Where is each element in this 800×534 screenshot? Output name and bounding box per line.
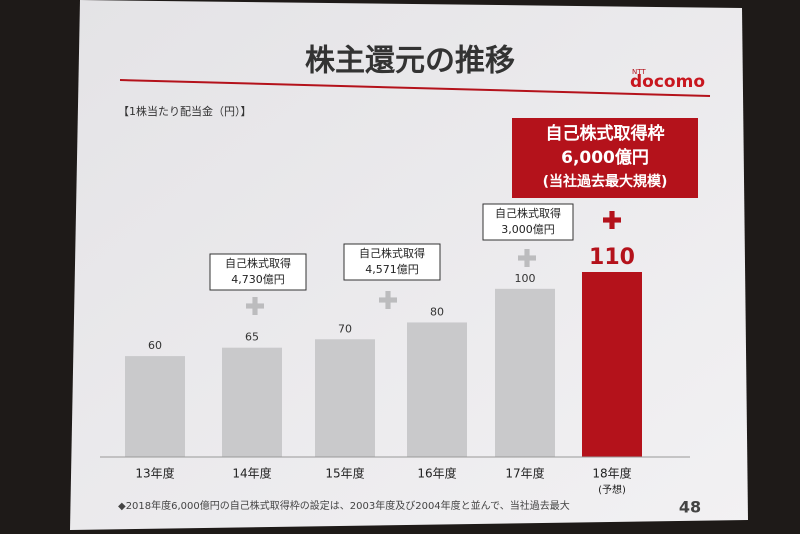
highlight-text: (当社過去最大規模) [543,173,668,190]
plus-sign [385,291,391,309]
title-rule [119,79,711,97]
annotation-text: 自己株式取得 [225,256,291,270]
x-tick-sublabel: (予想) [598,483,626,496]
value-label: 65 [245,331,259,344]
x-tick-label: 17年度 [505,466,544,481]
value-label: 70 [338,322,352,335]
annotation-text: 自己株式取得 [495,206,561,220]
x-tick-label: 14年度 [232,466,271,481]
bar [315,339,375,457]
x-tick-label: 16年度 [417,466,456,481]
value-label: 60 [148,339,162,352]
highlight-box [512,118,698,198]
logo: docomo [630,72,705,92]
annotation-box [209,253,307,291]
bar [222,347,282,457]
unit-label: 【1株当たり配当金（円）】 [118,104,252,118]
value-label: 110 [589,245,635,270]
bar [495,288,555,457]
highlight-text: 自己株式取得枠 [546,123,665,144]
plus-sign [524,249,530,267]
x-tick-label: 18年度 [592,466,631,481]
plus-sign [252,297,258,315]
annotation-text: 4,571億円 [365,263,419,276]
annotation-text: 4,730億円 [231,273,285,286]
x-tick-label: 15年度 [325,466,364,481]
bar [125,356,185,457]
chart-title: 株主還元の推移 [305,44,515,79]
x-tick-label: 13年度 [135,466,174,481]
footnote: ◆2018年度6,000億円の自己株式取得枠の設定は、2003年度及び2004年… [118,499,570,512]
annotation-box [482,203,574,241]
annotation-text: 3,000億円 [501,223,555,236]
annotation-box [343,243,441,281]
annotation-text: 自己株式取得 [359,246,425,260]
value-label: 80 [430,305,444,318]
plus-sign [609,211,615,229]
value-label: 100 [515,272,536,285]
bar [407,322,467,457]
bar [582,272,642,457]
highlight-text: 6,000億円 [561,147,649,168]
logo-prefix: NTT [632,68,646,76]
page-number: 48 [679,498,701,517]
